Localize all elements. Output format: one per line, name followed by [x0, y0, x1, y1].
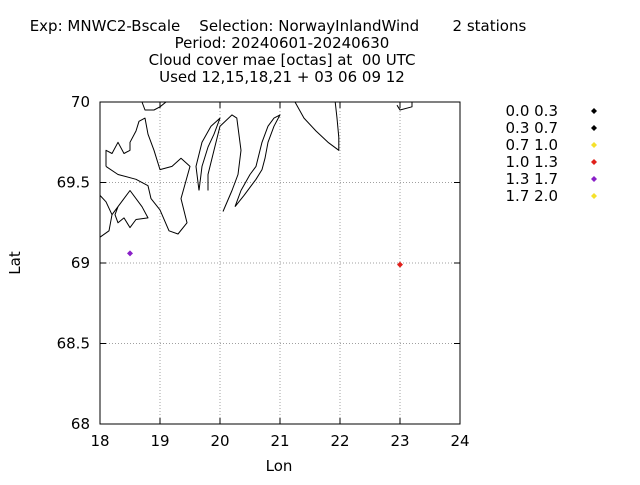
coastline: [207, 114, 242, 212]
x-tick-label: 24: [450, 432, 469, 450]
legend-label: 1.0 1.3: [506, 153, 558, 171]
data-points: [127, 250, 403, 268]
coastlines: [99, 101, 413, 238]
legend-marker: [591, 193, 597, 199]
title-line-2: Period: 20240601-20240630: [175, 34, 390, 52]
x-tick-label: 23: [390, 432, 409, 450]
legend-label: 1.3 1.7: [506, 170, 558, 188]
y-axis-label: Lat: [6, 251, 24, 275]
coastline: [141, 101, 167, 111]
x-tick-label: 20: [210, 432, 229, 450]
title-line-1: Exp: MNWC2-Bscale Selection: NorwayInlan…: [30, 17, 527, 35]
coastline: [234, 114, 281, 208]
legend-marker: [591, 108, 597, 114]
title-line-4: Used 12,15,18,21 + 03 06 09 12: [159, 68, 405, 86]
coastline: [195, 117, 221, 191]
coastline: [294, 101, 340, 151]
x-tick-label: 21: [270, 432, 289, 450]
legend-marker: [591, 125, 597, 131]
legend-marker: [591, 176, 597, 182]
station-point: [397, 261, 403, 268]
y-tick-label: 70: [71, 93, 90, 111]
y-tick-label: 68.5: [57, 335, 90, 353]
legend-label: 0.3 0.7: [506, 119, 558, 137]
legend-label: 0.0 0.3: [506, 102, 558, 120]
legend: 0.0 0.30.3 0.70.7 1.01.0 1.31.3 1.71.7 2…: [506, 102, 597, 205]
coastline: [396, 102, 413, 111]
x-axis-label: Lon: [266, 457, 293, 475]
legend-marker: [591, 142, 597, 148]
title-line-3: Cloud cover mae [octas] at 00 UTC: [149, 51, 416, 69]
chart-title: Exp: MNWC2-Bscale Selection: NorwayInlan…: [30, 17, 527, 86]
x-tick-label: 22: [330, 432, 349, 450]
station-point: [127, 250, 133, 257]
coastline: [105, 117, 191, 235]
legend-marker: [591, 159, 597, 165]
y-tick-label: 68: [71, 415, 90, 433]
y-tick-label: 69: [71, 254, 90, 272]
legend-label: 0.7 1.0: [506, 136, 558, 154]
plot-area: 18 19 20 21 22 23 24 68 68.5 69 69.5 70: [57, 93, 470, 450]
x-tick-label: 18: [90, 432, 109, 450]
coastline: [99, 190, 149, 238]
x-ticks: 18 19 20 21 22 23 24: [90, 102, 470, 450]
y-tick-label: 69.5: [57, 174, 90, 192]
x-tick-label: 19: [150, 432, 169, 450]
y-ticks: 68 68.5 69 69.5 70: [57, 93, 460, 433]
legend-label: 1.7 2.0: [506, 187, 558, 205]
